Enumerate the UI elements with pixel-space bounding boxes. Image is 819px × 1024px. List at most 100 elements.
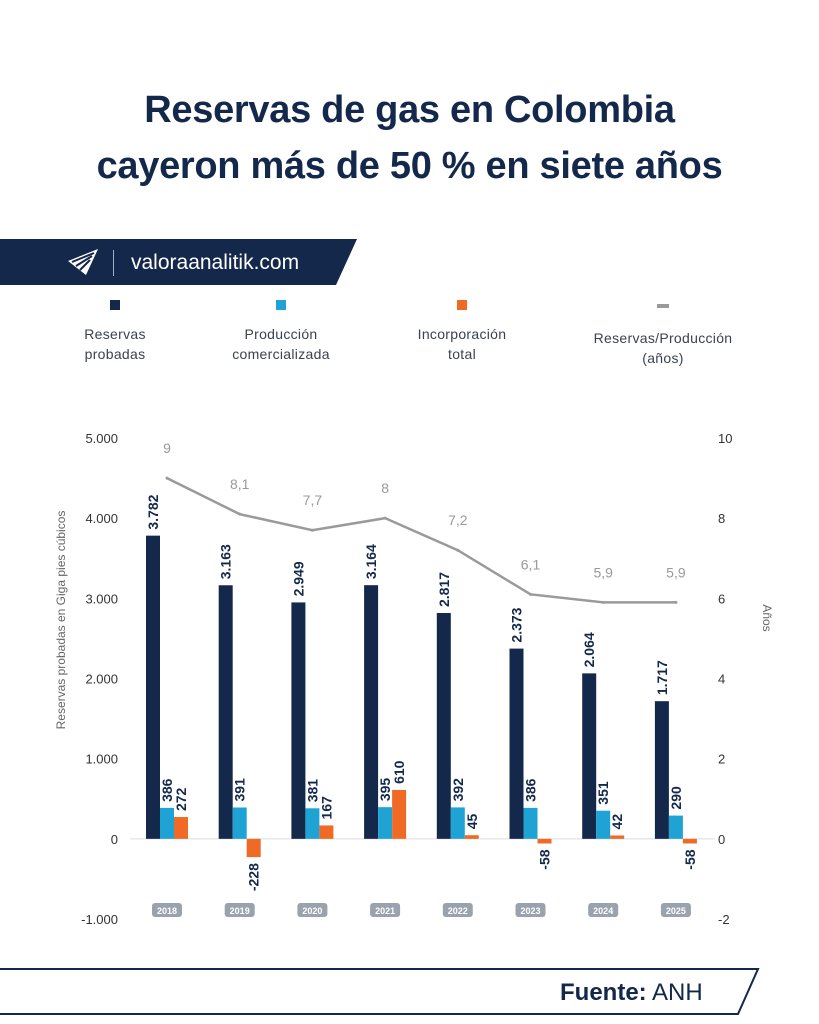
label-incorporacion: -228 (246, 863, 262, 891)
label-reservas: 2.373 (509, 607, 525, 642)
category-badge (588, 903, 619, 917)
bar-produccion (450, 807, 465, 839)
bar-reservas (436, 613, 451, 839)
y2-tick-label: 2 (718, 752, 725, 767)
label-produccion: 391 (232, 778, 248, 802)
y-axis-title: Reservas probadas en Giga pies cúbicos (54, 511, 68, 730)
category-badge (370, 903, 401, 917)
category-label: 2025 (666, 906, 686, 916)
y2-axis-title: Años (760, 604, 774, 631)
source-note: Fuente: ANH (560, 978, 703, 1008)
label-incorporacion: -58 (682, 849, 698, 869)
legend-label-incorporacion-line1: Incorporación (417, 326, 507, 342)
category-label: 2019 (230, 906, 250, 916)
label-incorporacion: 42 (609, 814, 625, 830)
ratio-point (383, 516, 387, 520)
bar-line-chart: -1.000 0 1.000 2.000 3.000 4.000 5.000 -2 0 2 4 6 8 1… (54, 431, 774, 927)
brand-separator (113, 250, 114, 276)
bar-reservas (364, 585, 379, 839)
category-label: 2024 (593, 906, 613, 916)
bar-produccion (305, 808, 320, 839)
bar-produccion (668, 815, 683, 839)
legend-label-reservas-line2: probadas (84, 346, 146, 362)
label-incorporacion: 272 (173, 787, 189, 811)
y2-tick-label: 0 (718, 832, 725, 847)
ratio-point (601, 600, 605, 604)
bar-produccion (378, 807, 393, 839)
ratio-line (166, 476, 676, 604)
ratio-label: 5,9 (666, 564, 686, 580)
bar-incorporacion (537, 838, 552, 844)
label-incorporacion: 45 (464, 813, 480, 829)
label-reservas: 3.163 (218, 544, 234, 579)
bar-reservas (146, 535, 160, 839)
category-label: 2021 (375, 906, 395, 916)
legend-label-incorporacion-line2: total (448, 346, 476, 362)
footer-frame (0, 968, 760, 1015)
ratio-label: 7,2 (448, 512, 468, 528)
category-label: 2020 (302, 906, 322, 916)
y-tick-label: -1.000 (81, 912, 118, 927)
bar-reservas (509, 648, 524, 839)
y2-tick-label: 10 (718, 431, 732, 446)
category-badge (297, 903, 328, 917)
ratio-label: 8 (381, 480, 389, 496)
paper-plane-logo-icon (68, 249, 98, 275)
label-reservas: 1.717 (654, 660, 670, 695)
ratio-point (674, 600, 678, 604)
label-produccion: 386 (523, 778, 539, 802)
ratio-label: 8,1 (230, 476, 250, 492)
legend-label-ratio-line1: Reservas/Producción (593, 330, 733, 346)
category-label: 2022 (448, 906, 468, 916)
chart-title-line-2: cayeron más de 50 % en siete años (96, 145, 723, 187)
bar-reservas (582, 673, 597, 839)
brand-link[interactable]: valoraanalitik.com (131, 251, 300, 274)
legend-label-produccion-line1: Producción (244, 326, 318, 342)
ratio-label: 6,1 (521, 556, 541, 572)
category-badge (515, 903, 546, 917)
bar-reservas (291, 602, 306, 839)
label-reservas: 3.782 (145, 494, 161, 529)
legend-swatch-produccion (276, 300, 286, 310)
ratio-point (238, 512, 242, 516)
y-tick-label: 1.000 (85, 752, 118, 767)
bar-incorporacion (610, 835, 625, 839)
ratio-point (310, 528, 314, 532)
ratio-point (165, 476, 169, 480)
y2-tick-label: 8 (718, 511, 725, 526)
legend-swatch-incorporacion (457, 300, 467, 310)
label-reservas: 2.817 (436, 572, 452, 607)
label-produccion: 290 (668, 786, 684, 810)
bar-incorporacion (464, 835, 479, 839)
label-produccion: 392 (450, 778, 466, 802)
label-produccion: 386 (159, 778, 175, 802)
ratio-point (529, 592, 532, 596)
category-badge (442, 903, 473, 917)
y2-tick-label: 4 (718, 672, 725, 687)
chart-title: Reservas de gas en Colombia cayeron más … (0, 82, 819, 194)
label-produccion: 381 (304, 779, 320, 803)
category-badge (660, 903, 691, 917)
label-incorporacion: 610 (391, 760, 407, 784)
category-badge (224, 903, 255, 917)
bar-produccion (596, 810, 611, 839)
y-tick-label: 5.000 (85, 431, 118, 446)
ratio-label: 9 (163, 440, 171, 456)
bar-incorporacion (682, 838, 697, 844)
brand-banner (0, 239, 360, 285)
legend-swatch-ratio (657, 304, 669, 308)
legend-label-produccion-line2: comercializada (232, 346, 330, 362)
y2-tick-label: 6 (718, 591, 725, 606)
label-produccion: 395 (377, 778, 393, 802)
source-value: ANH (652, 979, 703, 1006)
label-produccion: 351 (595, 781, 611, 805)
legend-item-incorporacion: Incorporación total (362, 300, 562, 364)
bar-incorporacion (246, 838, 261, 858)
ratio-label: 7,7 (303, 492, 323, 508)
label-incorporacion: 167 (318, 796, 334, 820)
label-reservas: 2.064 (581, 632, 597, 667)
bar-produccion (523, 807, 538, 839)
ratio-label: 5,9 (593, 564, 613, 580)
source-label: Fuente: (560, 979, 647, 1006)
legend-item-reservas: Reservas probadas (15, 300, 215, 364)
